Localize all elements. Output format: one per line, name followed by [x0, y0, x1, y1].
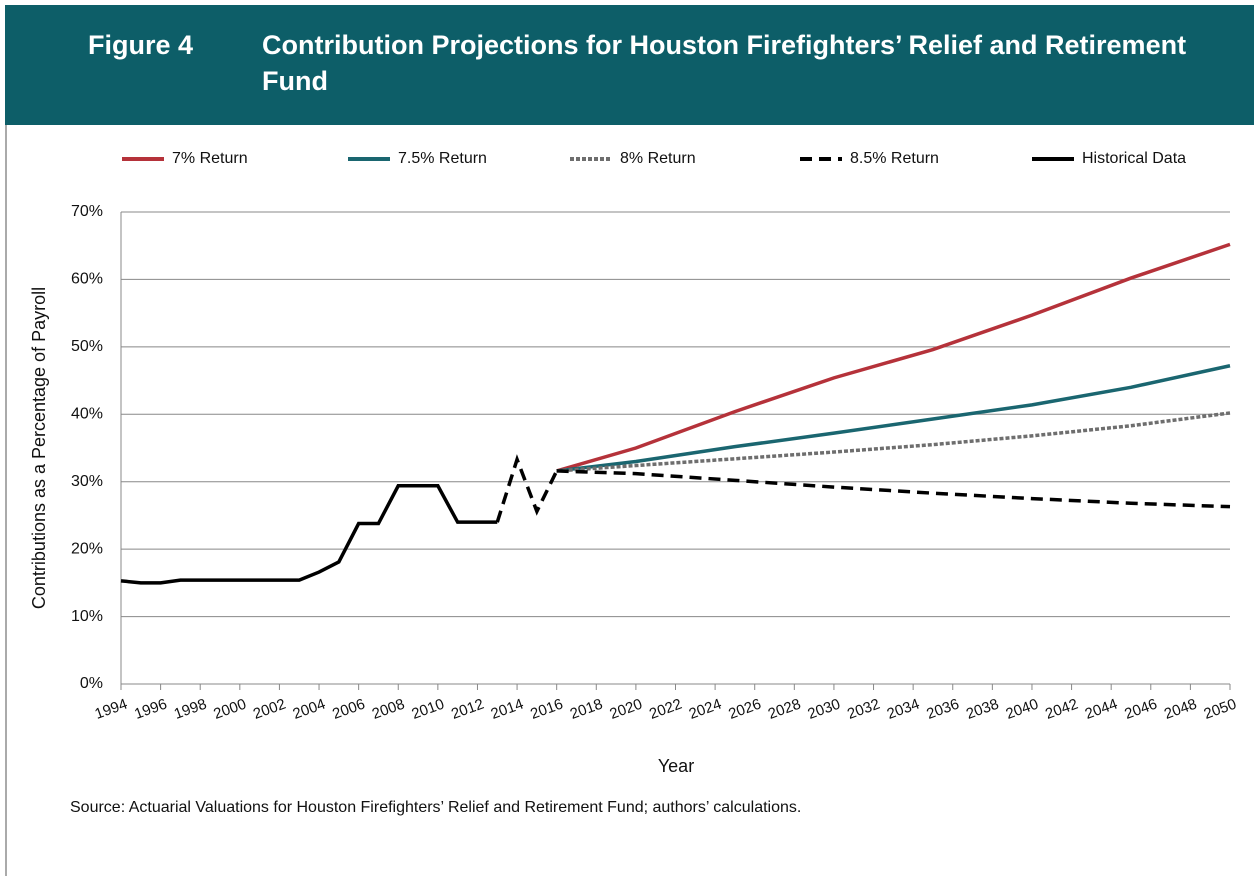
chart-title: Contribution Projections for Houston Fir…	[262, 30, 1186, 96]
series-line	[495, 454, 559, 523]
figure-label: Figure 4	[88, 30, 193, 60]
legend-label: 8% Return	[620, 150, 696, 167]
y-tick-label: 10%	[71, 608, 103, 625]
source-note: Source: Actuarial Valuations for Houston…	[70, 799, 801, 816]
series-line	[556, 242, 1231, 473]
series-line	[556, 411, 1231, 473]
y-tick-label: 20%	[71, 540, 103, 557]
x-axis-label: Year	[658, 756, 694, 776]
y-tick-label: 0%	[80, 675, 103, 692]
series-line	[556, 469, 1231, 509]
y-tick-label: 50%	[71, 338, 103, 355]
header-band	[5, 5, 1254, 125]
y-tick-label: 60%	[71, 271, 103, 288]
y-axis-label: Contributions as a Percentage of Payroll	[29, 287, 49, 609]
y-tick-label: 40%	[71, 406, 103, 423]
y-tick-label: 70%	[71, 203, 103, 220]
y-tick-label: 30%	[71, 473, 103, 490]
legend-label: Historical Data	[1082, 150, 1186, 167]
series-line	[556, 364, 1231, 473]
legend-label: 7.5% Return	[398, 150, 487, 167]
series-line	[120, 484, 498, 585]
legend-label: 8.5% Return	[850, 150, 939, 167]
legend-label: 7% Return	[172, 150, 248, 167]
